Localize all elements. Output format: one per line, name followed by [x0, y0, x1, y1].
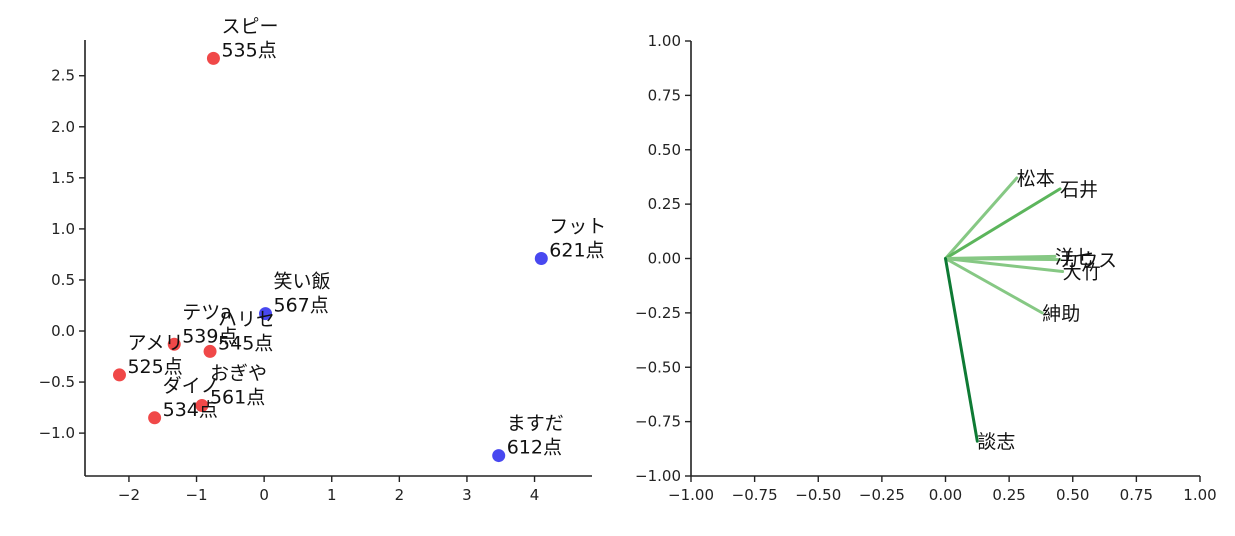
x-tick-label: 0.75 [1120, 486, 1153, 504]
loading-vector [944, 176, 1019, 260]
point-label: ハリセ 545点 [218, 308, 275, 354]
data-point [195, 399, 209, 413]
data-point [203, 344, 217, 358]
y-tick-label: −0.25 [635, 304, 681, 322]
x-tick-label: 2 [395, 486, 405, 504]
y-tick-label: −0.75 [635, 413, 681, 431]
y-tick-label: 1.0 [51, 220, 75, 238]
x-tick-label: 0 [259, 486, 269, 504]
x-tick-label: −1 [185, 486, 207, 504]
data-point [167, 337, 181, 351]
y-tick-label: 0.5 [51, 271, 75, 289]
x-tick-label: −1.00 [668, 486, 714, 504]
vector-label: 大竹 [1063, 262, 1101, 284]
data-point [492, 449, 506, 463]
data-point [534, 252, 548, 266]
x-tick-label: −0.75 [732, 486, 778, 504]
x-tick-label: 1.00 [1183, 486, 1216, 504]
x-tick-label: 0.00 [929, 486, 962, 504]
y-tick-label: 0.75 [648, 86, 681, 104]
loading-vector [944, 257, 1062, 262]
data-point [206, 51, 220, 65]
y-tick-label: 2.5 [51, 67, 75, 85]
point-label: おぎや 561点 [210, 363, 267, 409]
loading-vector [944, 187, 1062, 260]
y-tick-label: 1.5 [51, 169, 75, 187]
point-label: フット 621点 [549, 216, 606, 262]
y-tick-label: −0.5 [39, 373, 75, 391]
x-tick-label: 0.50 [1056, 486, 1089, 504]
scatter-plot: −2 −1 0 1 2 3 4 −1.0 −0.5 0.0 0.5 1.0 1.5 2.0 2.5 スピー 53… [39, 15, 607, 504]
loading-vector [944, 257, 1044, 315]
y-tick-label: 0.25 [648, 195, 681, 213]
vector-label: 紳助 [1042, 303, 1080, 325]
data-point [258, 307, 272, 321]
x-tick-label: 3 [462, 486, 472, 504]
vector-plot: −1.00 −0.75 −0.50 −0.25 0.00 0.25 0.50 0.75 1.00… [635, 32, 1217, 504]
y-tick-label: 0.00 [648, 250, 681, 268]
y-tick-label: 0.50 [648, 141, 681, 159]
vector-label: カウス [1060, 250, 1117, 272]
point-label: ダイノ 534点 [163, 375, 220, 421]
data-point [112, 368, 126, 382]
y-tick-label: 1.00 [648, 32, 681, 50]
loading-vector [944, 257, 979, 443]
point-label: スピー 535点 [221, 15, 278, 61]
data-point [148, 411, 162, 425]
vector-label: 洋七 [1055, 246, 1093, 268]
y-tick-label: −1.00 [635, 467, 681, 485]
y-tick-label: −0.50 [635, 358, 681, 376]
x-tick-label: −0.50 [795, 486, 841, 504]
loading-vector [944, 257, 1065, 274]
point-label: 笑い飯 567点 [273, 271, 330, 317]
point-label: アメリ 525点 [127, 332, 183, 378]
y-tick-label: −1.0 [39, 424, 75, 442]
point-label: テツa 539点 [182, 301, 237, 347]
point-label: ますだ 612点 [507, 413, 564, 459]
x-tick-label: 4 [530, 486, 540, 504]
y-tick-label: 0.0 [51, 322, 75, 340]
x-tick-label: 1 [327, 486, 337, 504]
vector-label: 松本 [1017, 168, 1055, 190]
x-tick-label: 0.25 [992, 486, 1025, 504]
x-tick-label: −2 [118, 486, 140, 504]
vector-label: 談志 [977, 431, 1015, 453]
x-tick-label: −0.25 [859, 486, 905, 504]
y-tick-label: 2.0 [51, 118, 75, 136]
vector-label: 石井 [1060, 179, 1098, 201]
